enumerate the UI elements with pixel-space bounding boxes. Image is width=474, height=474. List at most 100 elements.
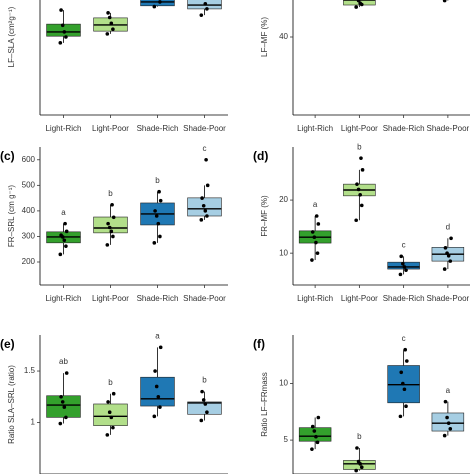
letter: c <box>402 334 406 343</box>
letter: a <box>313 200 318 209</box>
point <box>310 230 315 234</box>
point <box>107 15 112 20</box>
point <box>158 345 163 350</box>
point <box>111 234 115 239</box>
point <box>201 398 206 402</box>
panel-label: (f) <box>253 337 265 351</box>
y-tick-label: 500 <box>22 180 36 189</box>
point <box>59 8 63 12</box>
x-tick-label: Light-Poor <box>92 294 129 303</box>
point <box>398 414 403 419</box>
point <box>356 0 361 3</box>
point <box>111 27 115 32</box>
point <box>314 214 319 218</box>
point <box>156 394 161 399</box>
point <box>111 391 116 396</box>
x-tick-label: Shade-Rich <box>383 124 425 133</box>
point <box>105 32 110 36</box>
point <box>354 468 358 473</box>
y-axis-label: FR–SRL (cm g⁻¹) <box>7 185 16 247</box>
point <box>442 267 447 271</box>
point <box>152 241 157 245</box>
point <box>62 30 67 34</box>
y-tick-label: 10 <box>279 248 288 257</box>
point <box>354 5 358 9</box>
point <box>111 425 115 430</box>
point <box>359 465 364 470</box>
point <box>152 4 157 9</box>
point <box>402 265 407 269</box>
point <box>156 221 161 226</box>
point <box>62 238 67 243</box>
point <box>358 1 362 5</box>
point <box>359 203 364 208</box>
panel-label: (d) <box>253 149 268 163</box>
point <box>316 415 321 420</box>
point <box>398 272 403 277</box>
point <box>110 202 114 207</box>
point <box>63 221 67 226</box>
point <box>204 157 208 162</box>
point <box>158 234 162 239</box>
letter: b <box>357 432 362 441</box>
point <box>105 433 110 437</box>
y-tick-label: 10 <box>279 379 288 388</box>
point <box>314 434 318 439</box>
letter: c <box>203 144 207 153</box>
y-tick-label: 1 <box>31 418 36 427</box>
point <box>316 222 321 226</box>
point <box>152 414 157 419</box>
point <box>58 421 63 426</box>
point <box>399 370 404 375</box>
point <box>449 236 453 241</box>
point <box>355 182 359 186</box>
point <box>401 381 405 386</box>
point <box>315 440 320 445</box>
letter: b <box>155 176 160 185</box>
point <box>199 13 204 17</box>
y-tick-label: 400 <box>22 206 36 215</box>
y-axis-label: LF–SLA (cm²g⁻¹) <box>7 6 16 67</box>
point <box>354 218 358 223</box>
point <box>107 410 112 415</box>
point <box>356 459 361 464</box>
x-tick-label: Light-Rich <box>297 294 333 303</box>
x-tick-label: Shade-Poor <box>183 294 226 303</box>
point <box>158 0 162 4</box>
point <box>205 214 209 218</box>
letter: b <box>357 142 362 151</box>
x-tick-label: Shade-Rich <box>137 124 179 133</box>
y-tick-label: 5 <box>284 435 289 444</box>
point <box>60 23 65 28</box>
point <box>203 2 208 6</box>
letter: a <box>446 386 451 395</box>
y-axis-label: Ratio SLA–SRL (ratio) <box>7 365 16 444</box>
point <box>58 41 63 45</box>
point <box>203 209 208 213</box>
box <box>187 401 222 415</box>
point <box>404 268 408 272</box>
point <box>111 215 116 220</box>
point <box>106 11 110 15</box>
point <box>59 394 63 399</box>
point <box>404 404 408 408</box>
y-tick-label: 200 <box>22 257 36 266</box>
point <box>448 259 453 263</box>
point <box>157 189 161 194</box>
point <box>106 400 110 404</box>
y-tick-label: 40 <box>279 32 288 41</box>
point <box>153 209 157 213</box>
y-axis-label: FR–MF (%) <box>260 195 269 237</box>
letter: b <box>202 376 207 385</box>
point <box>154 214 159 218</box>
point <box>442 433 447 438</box>
box <box>140 376 175 407</box>
panel-label: (c) <box>0 149 15 163</box>
letter: d <box>446 222 450 231</box>
point <box>106 221 110 226</box>
point <box>105 243 110 247</box>
point <box>405 359 409 363</box>
point <box>199 218 204 222</box>
box <box>140 0 175 7</box>
